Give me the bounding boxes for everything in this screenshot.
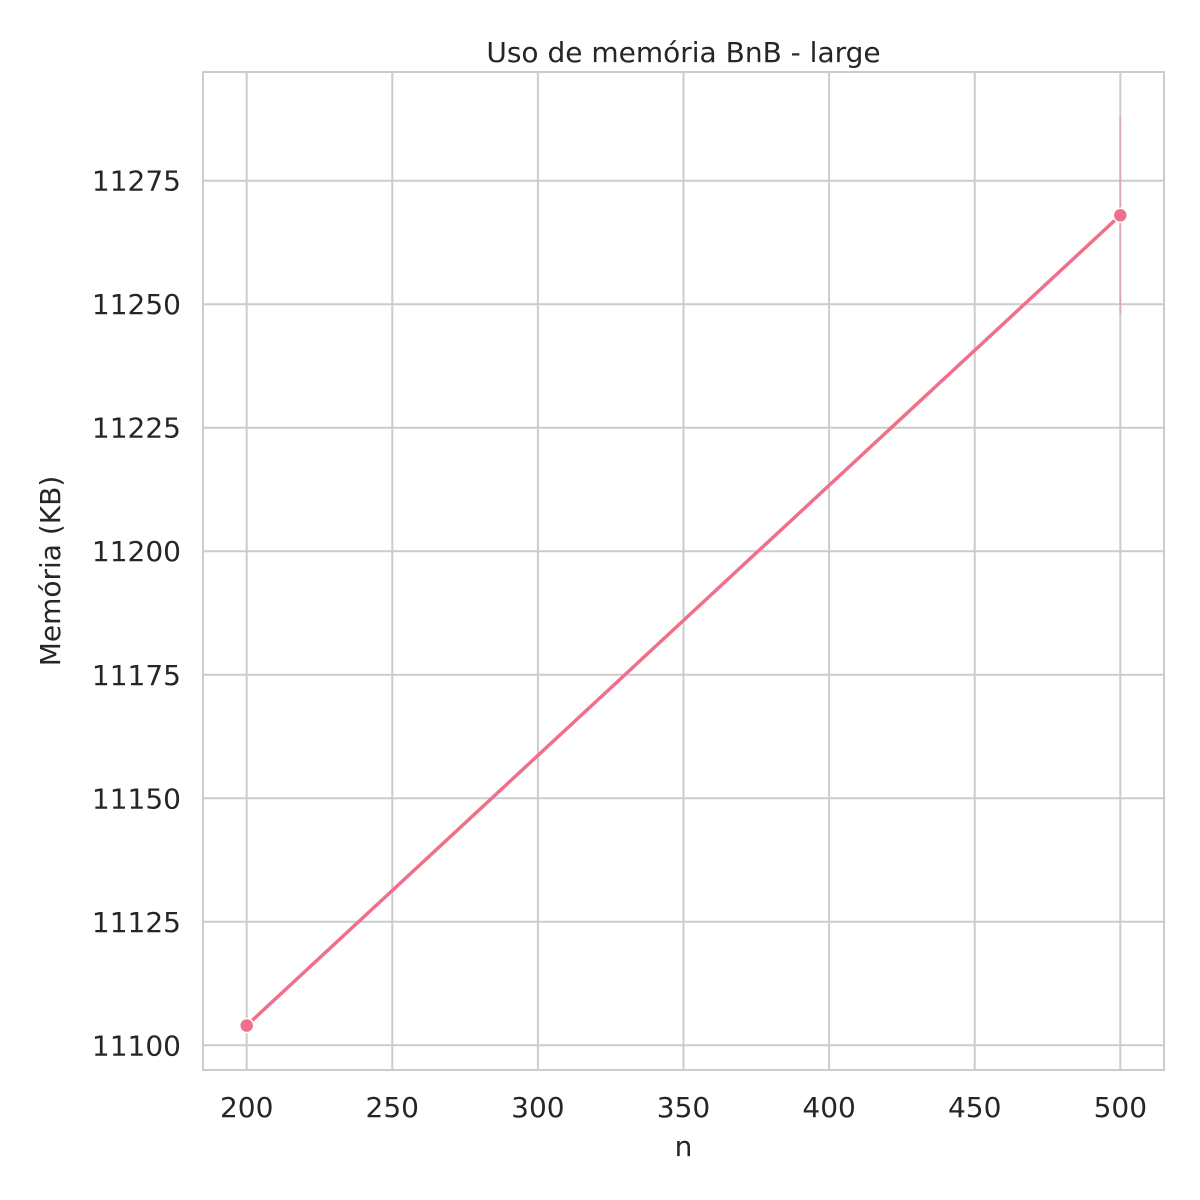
- y-tick-label: 11250: [92, 288, 181, 321]
- x-tick-label: 450: [948, 1091, 1001, 1124]
- x-tick-label: 500: [1094, 1091, 1147, 1124]
- grid: [203, 72, 1164, 1070]
- chart-title: Uso de memória BnB - large: [486, 36, 880, 69]
- x-tick-label: 250: [366, 1091, 419, 1124]
- y-tick-label: 11150: [92, 782, 181, 815]
- x-tick-label: 400: [802, 1091, 855, 1124]
- tick-labels: 200 250 300 350 400 450 500 11100 11125 11150 1117…: [92, 165, 1147, 1124]
- y-tick-label: 11275: [92, 165, 181, 198]
- y-tick-label: 11175: [92, 659, 181, 692]
- plot-area-frame: [202, 71, 1165, 1071]
- data-point: [1112, 207, 1129, 224]
- y-tick-label: 11225: [92, 412, 181, 445]
- series-line: [244, 213, 1123, 1028]
- series-group: [238, 116, 1129, 1034]
- x-tick-label: 350: [657, 1091, 710, 1124]
- series: [238, 116, 1129, 1034]
- x-tick-label: 200: [220, 1091, 273, 1124]
- x-tick-label: 300: [511, 1091, 564, 1124]
- y-axis-label: Memória (KB): [34, 476, 67, 667]
- x-axis-label: n: [675, 1130, 693, 1163]
- y-tick-label: 11125: [92, 906, 181, 939]
- data-point: [238, 1017, 255, 1034]
- y-tick-label: 11100: [92, 1029, 181, 1062]
- y-tick-label: 11200: [92, 535, 181, 568]
